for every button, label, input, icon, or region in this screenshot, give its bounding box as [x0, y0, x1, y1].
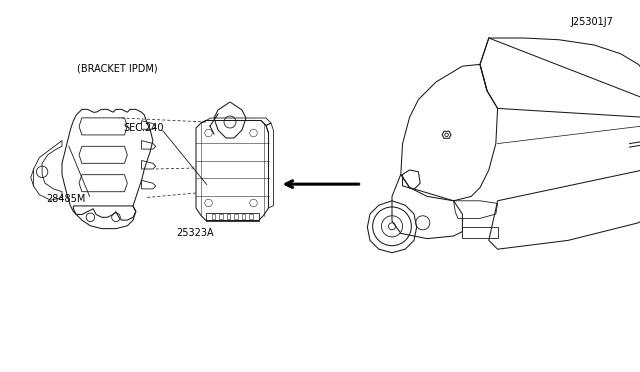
Text: 28485M: 28485M	[47, 194, 86, 204]
Bar	[212, 214, 216, 219]
Bar	[234, 214, 238, 219]
Text: J25301J7: J25301J7	[570, 17, 613, 26]
Bar	[249, 214, 253, 219]
Bar	[227, 214, 230, 219]
Bar	[462, 227, 498, 238]
Text: (BRACKET IPDM): (BRACKET IPDM)	[77, 64, 157, 74]
Text: SEC.240: SEC.240	[123, 124, 163, 133]
Text: 25323A: 25323A	[176, 228, 214, 237]
Bar	[219, 214, 223, 219]
Bar	[242, 214, 245, 219]
